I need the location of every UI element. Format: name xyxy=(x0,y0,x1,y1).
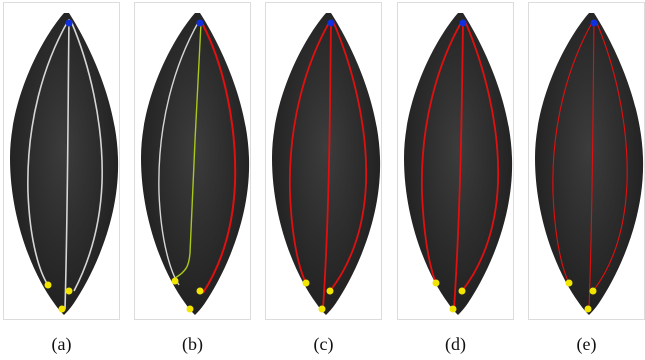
seed-point-yellow xyxy=(65,287,73,295)
seed-point-yellow xyxy=(458,287,466,295)
caption-d: (d) xyxy=(445,334,466,354)
leaf-image-d xyxy=(404,13,513,315)
seed-point-yellow xyxy=(432,279,440,287)
leaf-image-c xyxy=(272,13,381,315)
seed-point-yellow xyxy=(171,277,179,285)
caption-e: (e) xyxy=(576,334,597,354)
seed-point-yellow xyxy=(186,305,194,313)
seed-point-yellow xyxy=(44,281,52,289)
panel-c xyxy=(265,2,382,320)
veins xyxy=(158,20,200,286)
seed-point-yellow xyxy=(565,279,573,287)
traced-veins xyxy=(552,20,628,310)
caption-b: (b) xyxy=(182,334,203,354)
caption-a: (a) xyxy=(51,334,72,354)
seed-point-yellow xyxy=(326,287,334,295)
leaf-blade xyxy=(404,13,513,315)
seed-point-yellow xyxy=(58,305,66,313)
seed-point-yellow xyxy=(302,279,310,287)
caption-c: (c) xyxy=(313,334,334,354)
leaf-blade xyxy=(535,13,644,315)
seed-point-yellow xyxy=(584,305,592,313)
panel-d xyxy=(397,2,514,320)
leaf-image-b xyxy=(141,13,250,315)
leaf-image-a xyxy=(10,13,119,315)
seed-point-yellow xyxy=(449,305,457,313)
panel-e xyxy=(528,2,645,320)
panel-b xyxy=(134,2,251,320)
seed-point-blue xyxy=(459,19,467,27)
traced-veins xyxy=(420,20,500,310)
seed-point-yellow xyxy=(318,305,326,313)
seed-point-blue xyxy=(65,19,73,27)
leaf-blade xyxy=(141,13,250,315)
seed-point-yellow xyxy=(589,287,597,295)
traced-veins xyxy=(288,20,368,310)
traced-vein-green xyxy=(174,22,202,279)
seed-point-blue xyxy=(196,19,204,27)
leaf-blade xyxy=(272,13,381,315)
seed-point-yellow xyxy=(196,287,204,295)
veins xyxy=(27,18,103,310)
panel-a xyxy=(3,2,120,320)
seed-point-blue xyxy=(327,19,335,27)
traced-vein-red xyxy=(201,22,237,294)
leaf-image-e xyxy=(535,13,644,315)
seed-point-blue xyxy=(590,19,598,27)
leaf-blade xyxy=(10,13,119,315)
